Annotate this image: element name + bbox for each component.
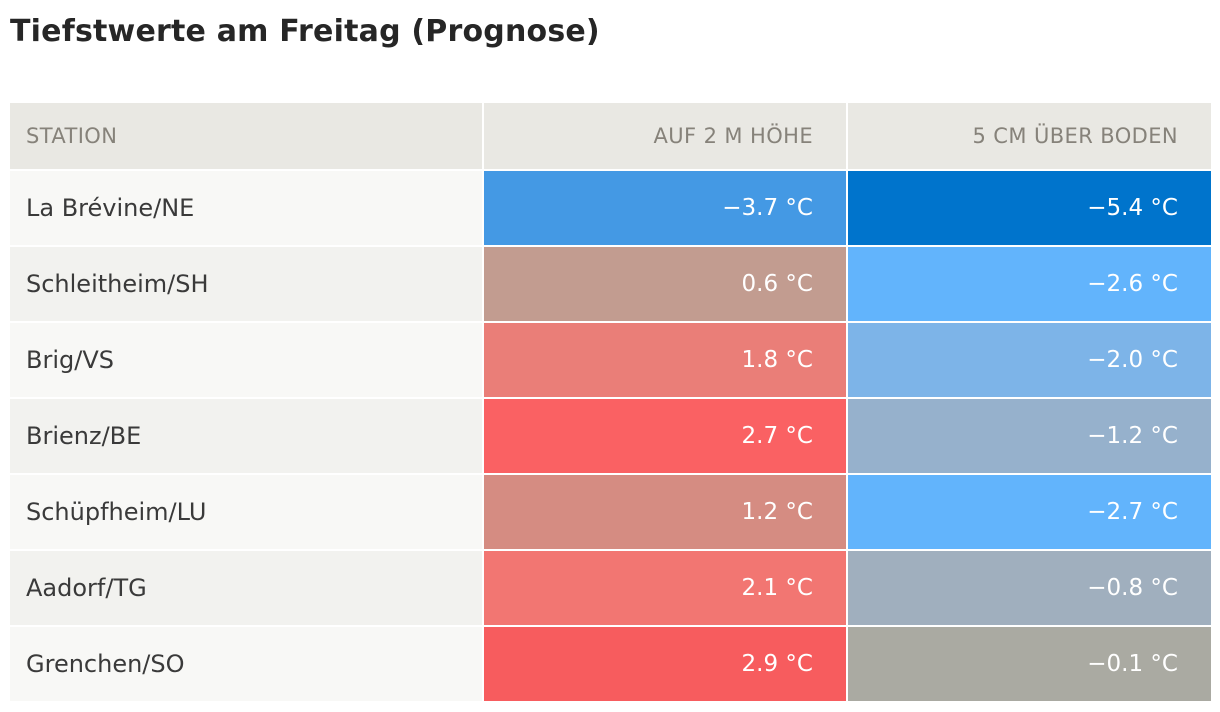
temp-5cm-cell: −2.0 °C xyxy=(846,323,1211,397)
temp-5cm-cell: −2.7 °C xyxy=(846,475,1211,549)
chart-title: Tiefstwerte am Freitag (Prognose) xyxy=(10,14,600,49)
station-name: Brienz/BE xyxy=(10,399,482,473)
temp-2m-cell: 1.8 °C xyxy=(482,323,846,397)
temp-2m-cell: 0.6 °C xyxy=(482,247,846,321)
table-header-row: STATION AUF 2 M HÖHE 5 CM ÜBER BODEN xyxy=(10,103,1211,171)
table-row: Brig/VS 1.8 °C −2.0 °C xyxy=(10,323,1211,399)
temp-5cm-cell: −1.2 °C xyxy=(846,399,1211,473)
station-name: Grenchen/SO xyxy=(10,627,482,701)
station-name: Schleitheim/SH xyxy=(10,247,482,321)
station-name: La Brévine/NE xyxy=(10,171,482,245)
station-name: Aadorf/TG xyxy=(10,551,482,625)
station-name: Brig/VS xyxy=(10,323,482,397)
column-header-5cm-above-ground: 5 CM ÜBER BODEN xyxy=(846,103,1211,169)
temp-5cm-cell: −5.4 °C xyxy=(846,171,1211,245)
table-row: Brienz/BE 2.7 °C −1.2 °C xyxy=(10,399,1211,475)
temp-5cm-cell: −2.6 °C xyxy=(846,247,1211,321)
temperature-table: STATION AUF 2 M HÖHE 5 CM ÜBER BODEN La … xyxy=(10,103,1211,703)
table-row: Schleitheim/SH 0.6 °C −2.6 °C xyxy=(10,247,1211,323)
column-header-station: STATION xyxy=(10,103,482,169)
station-name: Schüpfheim/LU xyxy=(10,475,482,549)
temp-2m-cell: −3.7 °C xyxy=(482,171,846,245)
temp-2m-cell: 1.2 °C xyxy=(482,475,846,549)
table-row: Schüpfheim/LU 1.2 °C −2.7 °C xyxy=(10,475,1211,551)
temp-2m-cell: 2.9 °C xyxy=(482,627,846,701)
table-row: Grenchen/SO 2.9 °C −0.1 °C xyxy=(10,627,1211,703)
table-row: La Brévine/NE −3.7 °C −5.4 °C xyxy=(10,171,1211,247)
table-row: Aadorf/TG 2.1 °C −0.8 °C xyxy=(10,551,1211,627)
column-header-2m-height: AUF 2 M HÖHE xyxy=(482,103,846,169)
temp-5cm-cell: −0.1 °C xyxy=(846,627,1211,701)
temp-5cm-cell: −0.8 °C xyxy=(846,551,1211,625)
temp-2m-cell: 2.1 °C xyxy=(482,551,846,625)
temp-2m-cell: 2.7 °C xyxy=(482,399,846,473)
